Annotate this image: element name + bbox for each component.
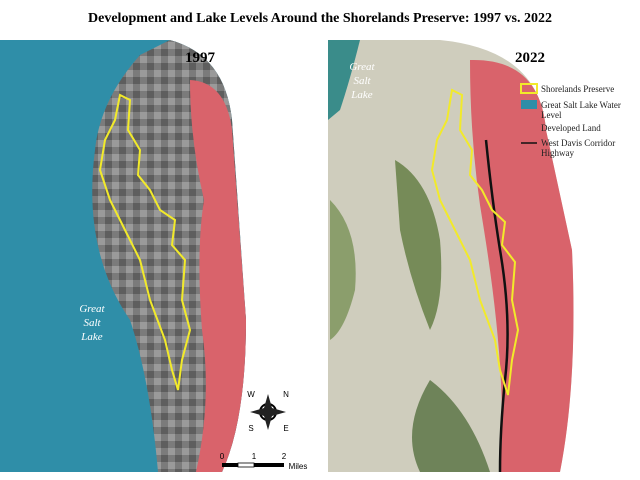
legend-label: Developed Land <box>541 123 601 133</box>
compass-label: E <box>283 424 288 433</box>
scale-tick: 1 <box>252 452 257 461</box>
compass: N E S W <box>247 390 289 433</box>
scale-tick: 2 <box>282 452 287 461</box>
lake-label: Salt <box>353 75 371 87</box>
vegetation <box>395 160 442 330</box>
preserve-outline <box>98 93 192 391</box>
legend-swatch <box>521 100 537 109</box>
legend-label: Shorelands Preserve <box>541 84 615 94</box>
panel-2022: 2022 Great Salt Lake <box>328 40 574 473</box>
scale-bar: 0 1 2 Miles <box>220 452 308 471</box>
compass-label: S <box>248 424 253 433</box>
legend-label: West Davis Corridor Highway <box>541 138 616 158</box>
panel-year: 1997 <box>185 50 216 66</box>
compass-label: W <box>247 390 255 399</box>
panel-year: 2022 <box>515 50 545 66</box>
lake-water <box>328 40 360 120</box>
vegetation <box>330 200 356 340</box>
compass-label: N <box>283 390 289 399</box>
legend <box>520 83 538 144</box>
lake-label: Great <box>79 303 105 315</box>
legend-swatch <box>521 123 537 132</box>
scale-unit: Miles <box>289 462 308 471</box>
preserve-outline <box>430 88 520 396</box>
map-title: Development and Lake Levels Around the S… <box>88 11 552 26</box>
highway <box>484 139 509 473</box>
panel-1997: 1997 Great Salt Lake <box>0 40 246 472</box>
vegetation <box>412 380 490 472</box>
developed-land <box>190 80 246 472</box>
lake-label: Lake <box>80 331 103 343</box>
legend-swatch <box>520 83 538 94</box>
lake-label: Salt <box>83 317 101 329</box>
legend-label: Great Salt Lake Water Level <box>541 100 621 120</box>
developed-land <box>470 59 574 472</box>
scale-tick: 0 <box>220 452 225 461</box>
lake-label: Lake <box>350 89 373 101</box>
lake-label: Great <box>349 61 375 73</box>
